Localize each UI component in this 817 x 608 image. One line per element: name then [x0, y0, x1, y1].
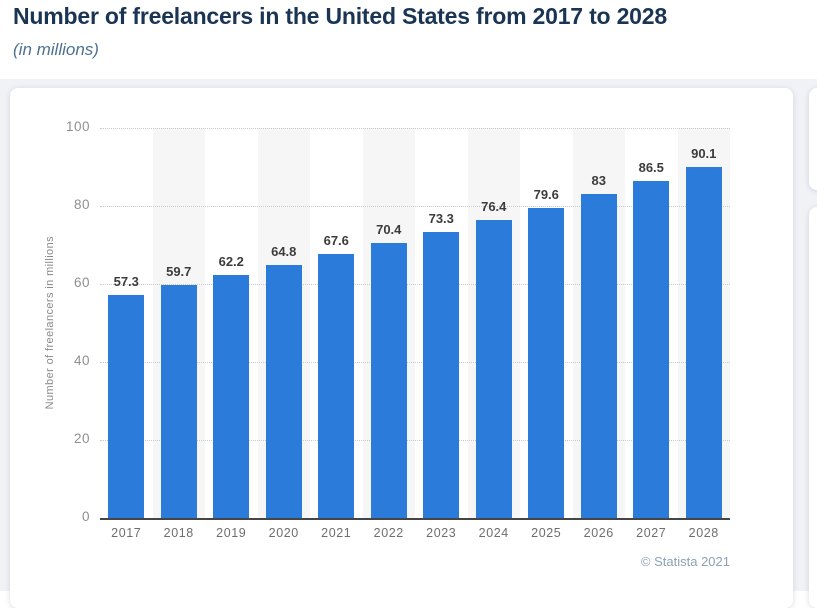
x-axis-label-2020: 2020 [268, 526, 299, 540]
x-axis-label-2022: 2022 [373, 526, 404, 540]
bar-slot-2023: 73.3 [415, 128, 468, 518]
bar-slot-2028: 90.1 [678, 128, 731, 518]
statista-credit-link[interactable]: © Statista 2021 [640, 554, 730, 569]
x-axis-label-2026: 2026 [583, 526, 614, 540]
bar-slot-2024: 76.4 [468, 128, 521, 518]
bar-2026[interactable] [580, 194, 617, 518]
x-axis-label-2023: 2023 [426, 526, 457, 540]
x-axis-label-2028: 2028 [688, 526, 719, 540]
bar-value-label-2028: 90.1 [691, 145, 717, 161]
bar-slot-2019: 62.2 [205, 128, 258, 518]
adjacent-card-top [809, 88, 817, 190]
bar-value-label-2021: 67.6 [323, 233, 349, 249]
x-axis-label-2018: 2018 [163, 526, 194, 540]
gridline-100 [100, 128, 730, 129]
bar-slot-2017: 57.3 [100, 128, 153, 518]
y-axis-tick-label: 0 [81, 509, 90, 524]
bar-value-label-2017: 57.3 [113, 273, 139, 289]
bar-slot-2022: 70.4 [363, 128, 416, 518]
y-axis-tick-labels: 0 20 40 60 80 100 [10, 119, 90, 524]
bar-value-label-2026: 83 [591, 173, 606, 189]
gridline-80 [100, 206, 730, 207]
bar-2023[interactable] [423, 232, 460, 518]
gridline-60 [100, 284, 730, 285]
bar-slot-2020: 64.8 [258, 128, 311, 518]
bar-2017[interactable] [108, 294, 145, 518]
y-axis-tick-label: 20 [73, 431, 90, 446]
bar-2025[interactable] [528, 207, 565, 518]
bar-2020[interactable] [265, 265, 302, 518]
adjacent-card-bottom [809, 207, 817, 608]
x-axis-label-2017: 2017 [111, 526, 142, 540]
bar-slot-2018: 59.7 [153, 128, 206, 518]
chart-card: Number of freelancers in millions 0 20 40 6… [10, 88, 793, 608]
bar-2028[interactable] [685, 166, 722, 518]
x-axis-label-2019: 2019 [216, 526, 247, 540]
bar-value-label-2022: 70.4 [376, 222, 402, 238]
x-axis-line [100, 518, 730, 520]
bar-value-label-2025: 79.6 [533, 186, 559, 202]
y-axis-tick-label: 40 [73, 353, 90, 368]
page-title: Number of freelancers in the United Stat… [13, 3, 667, 29]
bar-value-label-2024: 76.4 [481, 199, 507, 215]
page-subtitle: (in millions) [13, 40, 99, 59]
bar-slot-2027: 86.5 [625, 128, 678, 518]
x-axis-label-2027: 2027 [636, 526, 667, 540]
y-axis-tick-label: 80 [73, 197, 90, 212]
plot-area: 57.3 59.7 62.2 64.8 67.6 70.4 73.3 76.4 79.6 83 86… [100, 128, 731, 520]
bar-2027[interactable] [633, 180, 670, 518]
bar-2021[interactable] [318, 254, 355, 518]
bar-value-label-2020: 64.8 [271, 244, 297, 260]
bar-slot-2025: 79.6 [520, 128, 573, 518]
x-axis-label-2021: 2021 [321, 526, 352, 540]
bar-2019[interactable] [213, 275, 250, 518]
bar-2022[interactable] [370, 243, 407, 518]
y-axis-tick-label: 100 [65, 119, 90, 134]
bar-2024[interactable] [475, 220, 512, 518]
x-axis-labels: 2017 2018 2019 2020 2021 2022 2023 2024 2025 2026… [100, 526, 730, 544]
bar-2018[interactable] [160, 285, 197, 518]
bar-value-label-2027: 86.5 [638, 159, 664, 175]
gridline-20 [100, 440, 730, 441]
y-axis-tick-label: 60 [73, 275, 90, 290]
bar-slot-2026: 83 [573, 128, 626, 518]
bar-value-label-2019: 62.2 [218, 254, 244, 270]
bar-value-label-2018: 59.7 [166, 264, 192, 280]
bar-value-label-2023: 73.3 [428, 211, 454, 227]
bar-slot-2021: 67.6 [310, 128, 363, 518]
gridline-40 [100, 362, 730, 363]
x-axis-label-2025: 2025 [531, 526, 562, 540]
x-axis-label-2024: 2024 [478, 526, 509, 540]
